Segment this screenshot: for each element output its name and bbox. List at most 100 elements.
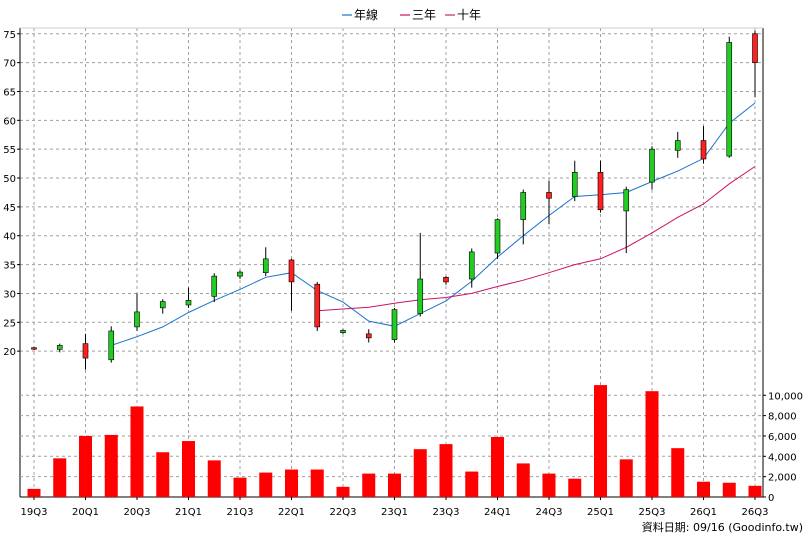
candle-body [674,140,681,151]
ma-line [111,102,756,346]
candlestick [340,329,346,334]
candle-body [159,301,166,309]
candle-body [185,300,192,306]
price-tick-label: 30 [3,289,16,300]
candlestick [417,232,424,317]
candlestick [623,186,630,254]
candlestick [597,160,604,213]
volume-bar [104,434,118,497]
volume-bar [53,458,67,497]
candlestick [288,258,295,311]
x-tick-label: 23Q1 [381,507,408,518]
volume-panel: 0 2,000 4,000 6,000 8,000 10,000 [20,385,803,504]
x-tick-label: 25Q3 [639,507,666,518]
price-tick-label: 60 [3,116,16,127]
x-tick-label: 20Q1 [72,507,99,518]
volume-bar [156,452,170,497]
volume-bar [439,444,453,497]
candle-body [365,333,372,339]
x-tick-label: 21Q1 [175,507,202,518]
x-tick-label: 20Q3 [124,507,151,518]
candlestick [134,293,140,331]
volume-bar [259,472,273,497]
volume-tick-label: 6,000 [768,432,797,443]
volume-bar [619,459,633,497]
volume-tick-label: 2,000 [768,473,797,484]
candle-body [134,311,140,328]
candle-body [726,42,733,157]
candle-body [649,148,655,183]
volume-bar [182,441,195,497]
x-tick-label: 24Q1 [484,507,511,518]
volume-bar [310,469,324,497]
candlestick [262,247,269,277]
candlestick [700,126,707,164]
price-tick-label: 35 [3,261,16,272]
volume-bar [568,478,582,497]
x-axis: 19Q3 20Q1 20Q3 21Q1 21Q3 22Q1 22Q3 23Q1 23Q3 24Q1… [21,497,768,518]
candlestick [185,287,192,308]
candlestick [674,131,681,158]
candle-body [56,345,63,350]
volume-bar [27,488,41,497]
candlestick [571,160,578,202]
volume-bar [697,481,710,497]
candle-body [391,309,398,340]
candle-body [571,171,578,197]
legend-item: 十年 [445,8,481,22]
candlestick [237,270,243,280]
x-tick-label: 24Q3 [536,507,563,518]
candlestick [468,248,475,288]
volume-tick-label: 8,000 [768,412,797,423]
volume-bar [491,436,504,497]
volume-bar [207,460,221,497]
price-tick-label: 70 [3,59,16,70]
candle-body [597,171,604,211]
volume-bar [516,463,530,497]
volume-bar [233,477,247,497]
candle-body [211,275,218,297]
volume-bar [388,473,401,497]
x-tick-label: 21Q3 [227,507,254,518]
x-tick-label: 23Q3 [433,507,460,518]
candle-body [262,258,269,273]
legend-label: 三年 [412,8,436,22]
candlestick [494,218,501,259]
data-source-label: 資料日期: 09/16 (Goodinfo.tw) [642,520,803,534]
volume-bar [594,385,607,497]
candlestick [365,329,372,343]
candlestick [391,307,398,343]
candle-body [752,33,758,63]
legend-item: 三年 [400,8,436,22]
candlestick [752,30,758,98]
price-tick-label: 55 [3,145,16,156]
volume-tick-label: 0 [768,493,774,504]
price-tick-label: 75 [3,30,16,41]
x-tick-label: 22Q3 [330,507,357,518]
price-tick-label: 20 [3,347,16,358]
x-tick-label: 25Q1 [587,507,614,518]
x-tick-label: 22Q1 [278,507,305,518]
volume-bar [362,473,376,497]
candle-body [623,189,630,212]
candlestick [82,333,89,370]
volume-bar [130,406,144,497]
volume-tick-label: 10,000 [768,391,803,402]
volume-bar [285,469,298,497]
candle-body [108,330,115,361]
price-tick-label: 45 [3,203,16,214]
volume-bar [79,435,92,497]
price-panel: 20 25 30 35 40 45 50 55 60 65 70 75 [3,27,764,498]
price-tick-label: 50 [3,174,16,185]
candle-body [288,259,295,283]
volume-bar [413,449,427,497]
candlestick [546,180,552,225]
price-tick-label: 40 [3,232,16,243]
candle-body [520,192,527,220]
candle-body [340,330,346,333]
candle-body [468,251,475,280]
candlestick [108,326,115,363]
legend-item: 年線 [342,7,378,22]
candle-body [700,140,707,160]
